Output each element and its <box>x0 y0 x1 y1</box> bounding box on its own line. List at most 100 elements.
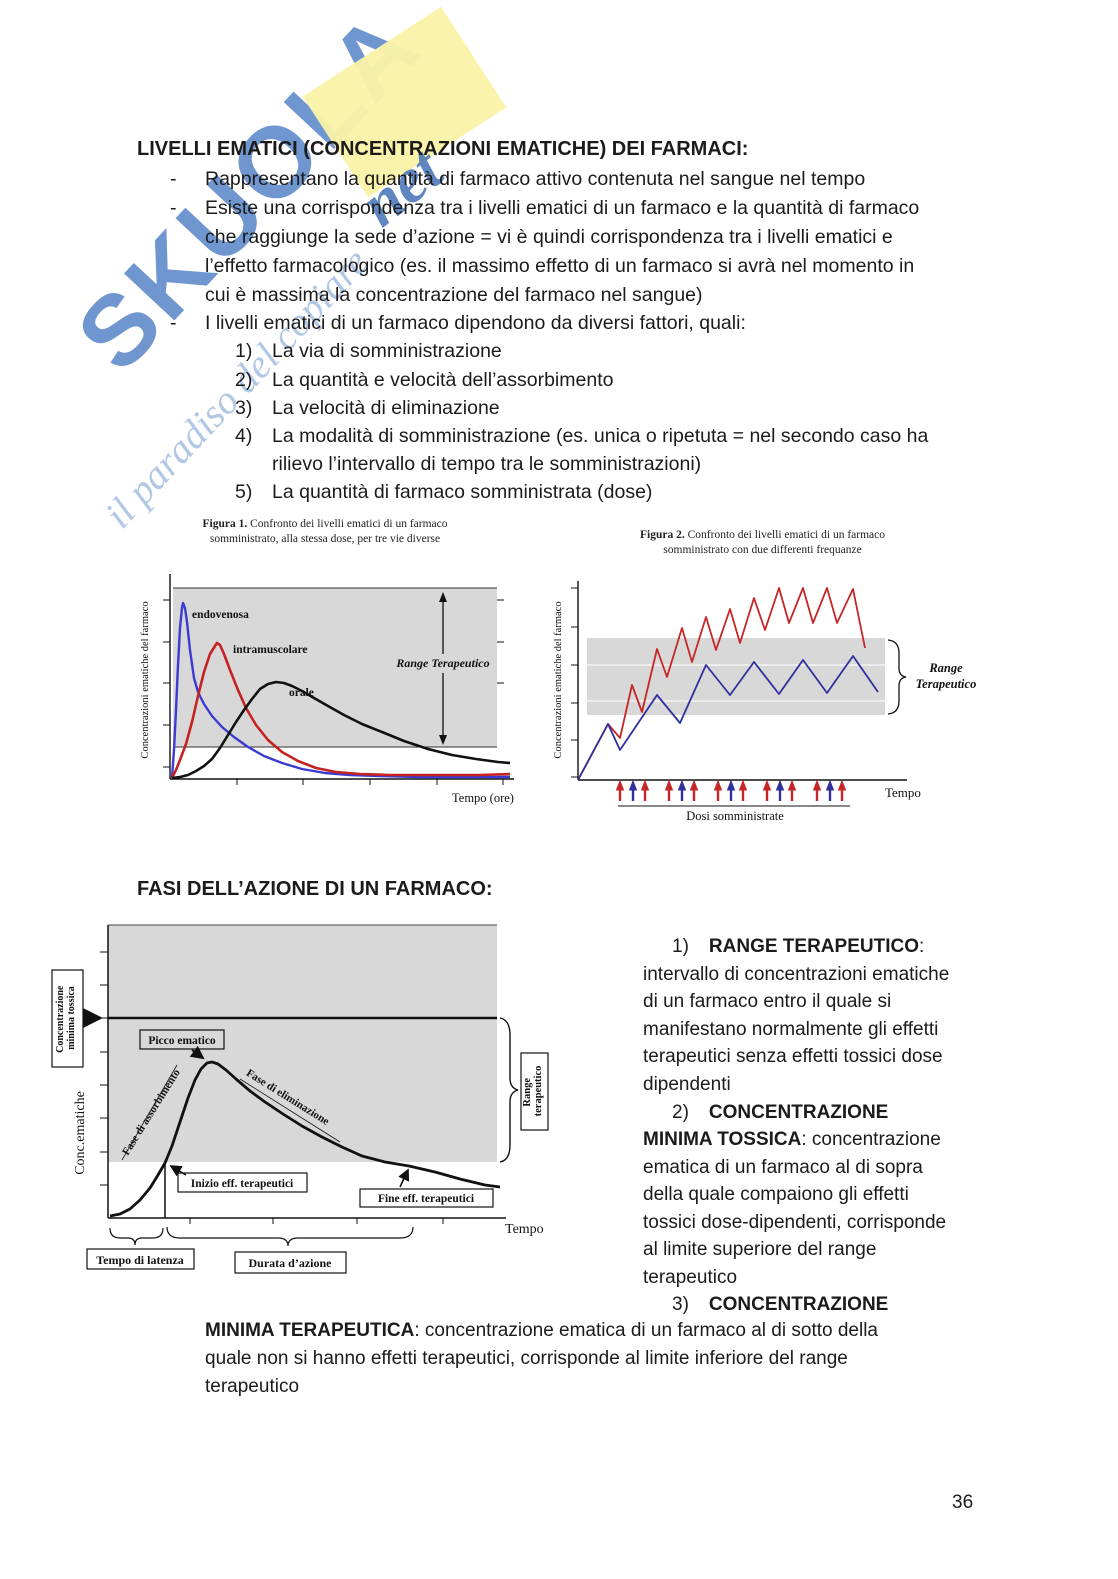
inizio-arrow <box>169 1165 187 1177</box>
list-item: La quantità e velocità dell’assorbimento <box>272 369 614 391</box>
inizio-box <box>177 1172 308 1193</box>
x-axis-label: Tempo <box>885 785 921 800</box>
figure2-chart: Dosi somministrate Tempo Range Terapeuti… <box>553 581 977 823</box>
list-item: La modalità di somministrazione (es. uni… <box>272 425 929 447</box>
y-axis-label: Concentrazioni ematiche del farmaco <box>140 601 151 758</box>
list-number: 1) <box>235 340 253 362</box>
definition-line: MINIMA TOSSICA: concentrazione <box>643 1129 941 1150</box>
definition-line: della quale compaiono gli effetti <box>643 1184 909 1205</box>
figure1-chart: endovenosa intramuscolare orale Range Te… <box>140 574 514 805</box>
figure1-caption-line2: somministrato, alla stessa dose, per tre… <box>209 533 441 545</box>
definition-line: tossici dose-dipendenti, corrisponde <box>643 1212 947 1233</box>
definition-line: terapeutico <box>205 1376 300 1397</box>
definition-line: quale non si hanno effetti terapeutici, … <box>205 1348 848 1369</box>
definition-line: terapeutico <box>643 1267 738 1288</box>
list-item: rilievo l’intervallo di tempo tra le som… <box>272 453 702 475</box>
section-title: FASI DELL’AZIONE DI UN FARMACO: <box>137 878 493 900</box>
label-endovenosa: endovenosa <box>192 609 249 621</box>
range-brace <box>499 1017 519 1163</box>
durata-brace <box>166 1226 414 1247</box>
definition-line: MINIMA TERAPEUTICA: concentrazione emati… <box>205 1320 878 1341</box>
range-brace <box>887 639 907 715</box>
latenza-label: Tempo di latenza <box>96 1253 184 1267</box>
definition-line: intervallo di concentrazioni ematiche <box>643 964 950 985</box>
doses-label: Dosi somministrate <box>686 809 784 823</box>
def-term: MINIMA TOSSICA <box>643 1129 802 1150</box>
picco-arrow <box>189 1045 205 1060</box>
definition-line: 3) CONCENTRAZIONE <box>672 1294 888 1316</box>
assorbimento-leader-line <box>121 1064 178 1161</box>
range-label-line1: Range <box>928 661 963 675</box>
label-intramuscolare: intramuscolare <box>233 644 308 656</box>
range-label-line2: Terapeutico <box>916 677 977 691</box>
figure2-caption-line2: somministrato con due differenti frequan… <box>663 544 862 556</box>
axis-ticks <box>571 587 578 778</box>
minima-tossica-label: Concentrazione minima tossica <box>55 983 77 1053</box>
definition-line: al limite superiore del range <box>643 1239 877 1260</box>
curve-dosi-meno-frequenti <box>577 655 879 781</box>
page-number: 36 <box>952 1492 974 1513</box>
list-number: 4) <box>235 425 253 447</box>
label-orale: orale <box>289 687 314 699</box>
eliminazione-leader-line <box>239 1078 341 1143</box>
curve-orale <box>171 680 511 780</box>
curve-dosi-frequenti <box>577 587 866 781</box>
def-term: MINIMA TERAPEUTICA <box>205 1320 415 1341</box>
picco-label: Picco ematico <box>148 1035 216 1047</box>
list-number: 2) <box>235 369 253 391</box>
latenza-box <box>86 1248 195 1270</box>
dose-arrows <box>615 779 847 801</box>
definition-line: di un farmaco entro il quale si <box>643 991 892 1012</box>
x-axis-label: Tempo <box>505 1222 544 1237</box>
axes <box>169 574 514 780</box>
picco-box <box>139 1029 225 1050</box>
x-axis-label: Tempo (ore) <box>452 791 514 805</box>
page-title: LIVELLI EMATICI (CONCENTRAZIONI EMATICHE… <box>137 138 749 160</box>
figure1-caption-label: Figura 1. <box>202 518 248 530</box>
def-number: 2) <box>672 1102 689 1123</box>
def-number: 1) <box>672 936 689 957</box>
fine-label: Fine eff. terapeutici <box>378 1193 475 1205</box>
bullet-line: cui è massima la concentrazione del farm… <box>205 284 703 306</box>
figure1-caption-text: Confronto dei livelli ematici di un farm… <box>247 518 448 530</box>
figure1-caption: Figura 1. Confronto dei livelli ematici … <box>160 517 490 547</box>
def-term: RANGE TERAPEUTICO <box>708 936 919 957</box>
curve-intramuscolare <box>170 641 511 779</box>
definition-line: dipendenti <box>643 1074 731 1095</box>
minima-tossica-box <box>51 969 84 1068</box>
latenza-brace <box>109 1227 164 1246</box>
axis-ticks <box>163 599 504 785</box>
bullet-dash: - <box>170 197 177 219</box>
axes <box>107 925 506 1219</box>
def-number: 3) <box>672 1294 689 1315</box>
definition-line: 1) RANGE TERAPEUTICO: <box>672 936 925 957</box>
figure2-caption: Figura 2. Confronto dei livelli ematici … <box>590 528 935 558</box>
bullet-line: Rappresentano la quantità di farmaco att… <box>205 168 866 190</box>
fasi-diagram: Concentrazione minima tossica Conc.emati… <box>51 924 549 1274</box>
bullet-dash: - <box>170 312 177 334</box>
range-box <box>520 1052 549 1131</box>
inizio-label: Inizio eff. terapeutici <box>191 1178 294 1190</box>
range-arrow <box>439 592 447 745</box>
definition-line: terapeutici senza effetti tossici dose <box>643 1046 943 1067</box>
figure2-caption-label: Figura 2. <box>640 529 685 541</box>
y-axis-label: Conc.ematiche <box>73 1091 88 1175</box>
fine-box <box>359 1188 494 1208</box>
def-term: CONCENTRAZIONE <box>708 1294 889 1315</box>
list-item: La via di somministrazione <box>272 340 502 362</box>
range-label: Range terapeutico <box>522 1066 544 1117</box>
list-item: La velocità di eliminazione <box>272 397 500 419</box>
axes <box>577 581 907 781</box>
concentration-curve <box>109 1060 501 1218</box>
bullet-line: l’effetto farmacologico (es. il massimo … <box>205 255 915 277</box>
bullet-line: Esiste una corrispondenza tra i livelli … <box>205 197 920 219</box>
list-number: 3) <box>235 397 253 419</box>
def-term: CONCENTRAZIONE <box>708 1102 889 1123</box>
bullet-line: I livelli ematici di un farmaco dipendon… <box>205 312 746 334</box>
y-axis-label: Concentrazioni ematiche del farmaco <box>553 601 564 758</box>
bullet-dash: - <box>170 168 177 190</box>
list-number: 5) <box>235 481 253 503</box>
fine-arrow <box>398 1168 410 1188</box>
list-item: La quantità di farmaco somministrata (do… <box>272 481 653 503</box>
